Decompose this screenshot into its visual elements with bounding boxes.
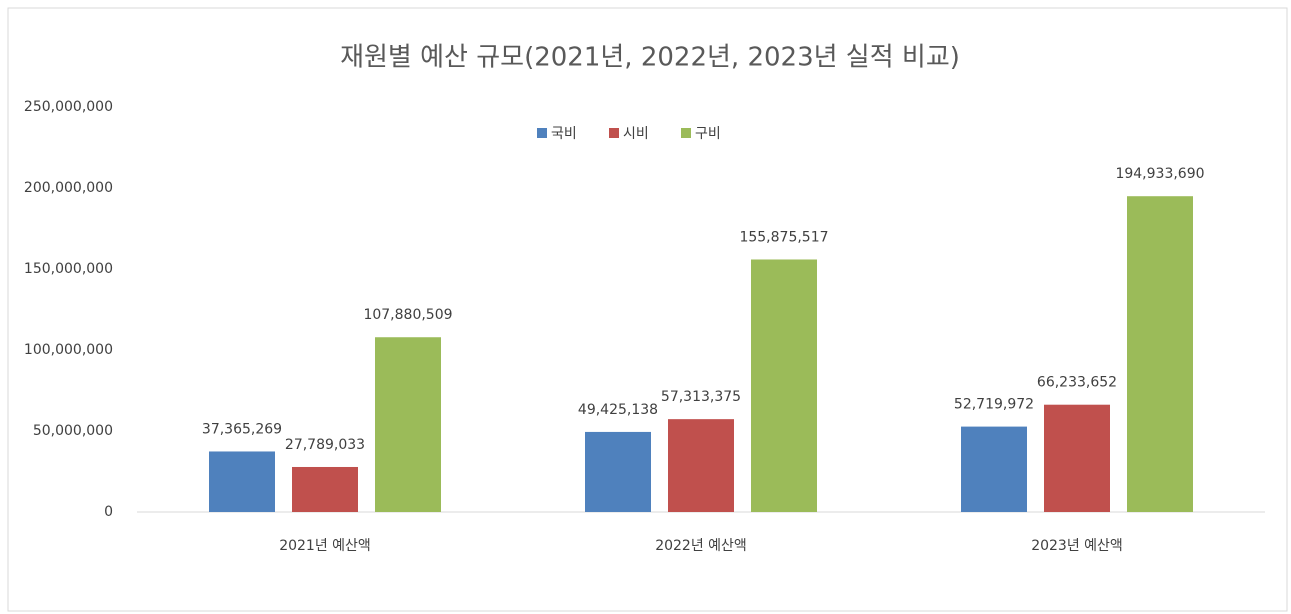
data-label: 107,880,509 xyxy=(363,307,452,323)
legend-label: 국비 xyxy=(551,126,577,142)
x-tick-label: 2023년 예산액 xyxy=(1031,538,1123,554)
data-label: 66,233,652 xyxy=(1037,375,1117,391)
x-tick-label: 2021년 예산액 xyxy=(279,538,371,554)
bar xyxy=(375,337,441,512)
y-tick-label: 0 xyxy=(104,504,113,520)
bar xyxy=(1044,404,1110,512)
legend-label: 구비 xyxy=(695,126,721,142)
chart-frame xyxy=(7,7,1288,612)
bar xyxy=(292,466,358,512)
legend-swatch xyxy=(609,128,619,138)
data-label: 49,425,138 xyxy=(578,402,658,418)
y-tick-label: 50,000,000 xyxy=(33,423,113,439)
legend-label: 시비 xyxy=(623,126,649,142)
bar xyxy=(751,259,817,512)
chart-title: 재원별 예산 규모(2021년, 2022년, 2023년 실적 비교) xyxy=(340,43,960,73)
data-label: 52,719,972 xyxy=(954,397,1034,413)
bar xyxy=(961,426,1027,512)
bar xyxy=(209,451,275,512)
bar xyxy=(1127,196,1193,512)
legend-swatch xyxy=(681,128,691,138)
data-label: 194,933,690 xyxy=(1115,166,1204,182)
y-tick-label: 250,000,000 xyxy=(24,99,113,115)
y-tick-label: 100,000,000 xyxy=(24,342,113,358)
data-label: 155,875,517 xyxy=(739,229,828,245)
x-tick-label: 2022년 예산액 xyxy=(655,538,747,554)
bar xyxy=(668,419,734,512)
y-tick-label: 150,000,000 xyxy=(24,261,113,277)
data-label: 27,789,033 xyxy=(285,437,365,453)
data-label: 37,365,269 xyxy=(202,421,282,437)
legend-swatch xyxy=(537,128,547,138)
data-label: 57,313,375 xyxy=(661,389,741,405)
y-tick-label: 200,000,000 xyxy=(24,180,113,196)
bar xyxy=(585,431,651,512)
